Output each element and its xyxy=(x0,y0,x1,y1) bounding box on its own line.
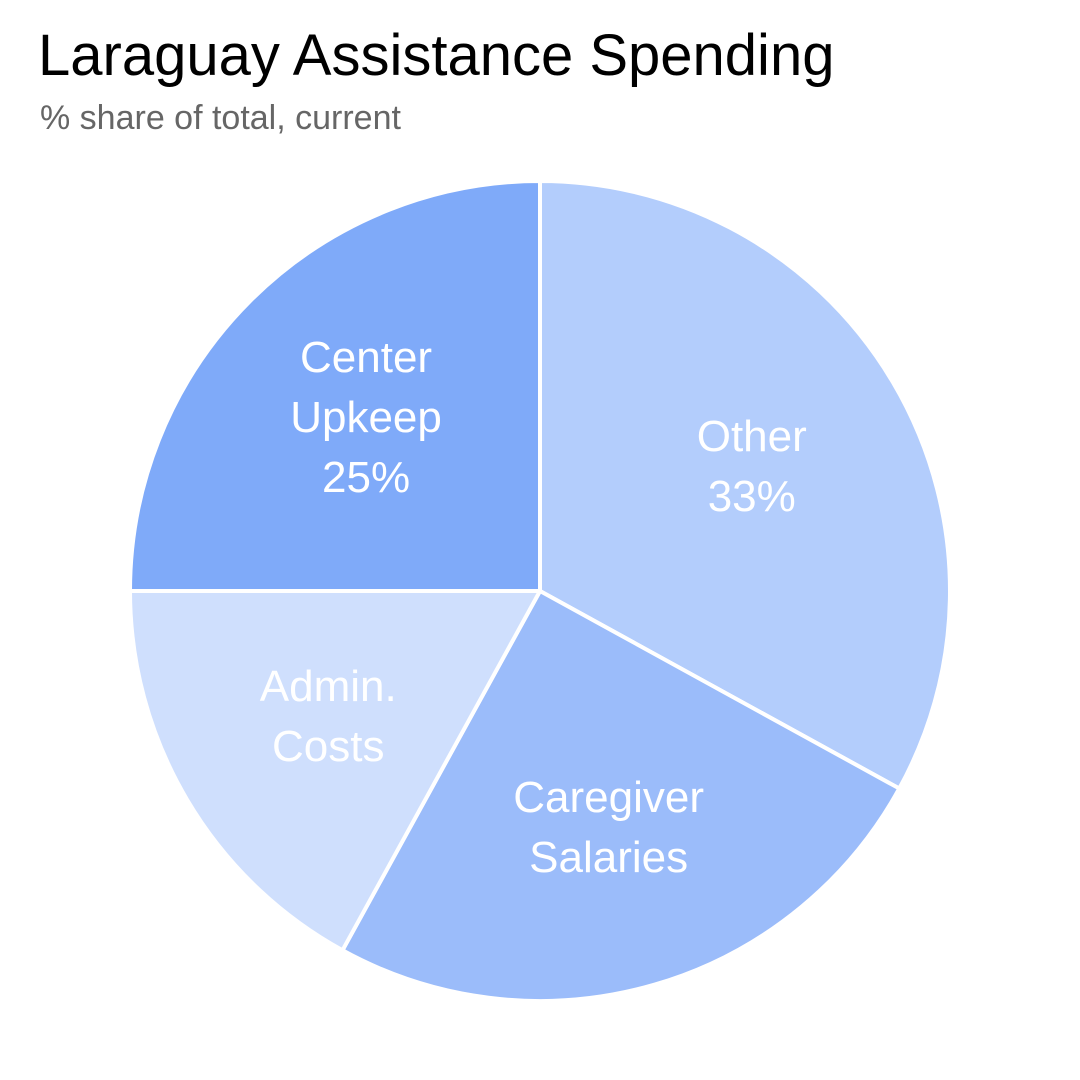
slice-label-line: Other xyxy=(697,412,807,461)
pie-slice-other xyxy=(538,179,952,791)
slice-label-line: Caregiver xyxy=(513,773,704,822)
slice-label-line: Costs xyxy=(272,722,384,771)
slice-label-line: 33% xyxy=(708,472,796,521)
slice-label-line: Admin. xyxy=(260,662,397,711)
pie-slice-center-upkeep xyxy=(128,179,542,593)
slice-label-other: Other 33% xyxy=(697,412,807,521)
chart-title: Laraguay Assistance Spending xyxy=(38,23,835,88)
slice-label-line: Center xyxy=(300,333,432,382)
chart-subtitle: % share of total, current xyxy=(40,99,401,137)
pie-slice-caregiver-salaries xyxy=(340,589,902,1003)
slice-label-center-upkeep: Center Upkeep 25% xyxy=(290,333,442,502)
pie-slice-admin-costs xyxy=(128,589,542,953)
slice-label-line: Salaries xyxy=(529,833,688,882)
slice-label-caregiver-salaries: Caregiver Salaries xyxy=(513,773,704,882)
slice-label-line: Upkeep xyxy=(290,393,442,442)
slice-label-admin-costs: Admin. Costs xyxy=(260,662,397,771)
slice-label-line: 25% xyxy=(322,453,410,502)
